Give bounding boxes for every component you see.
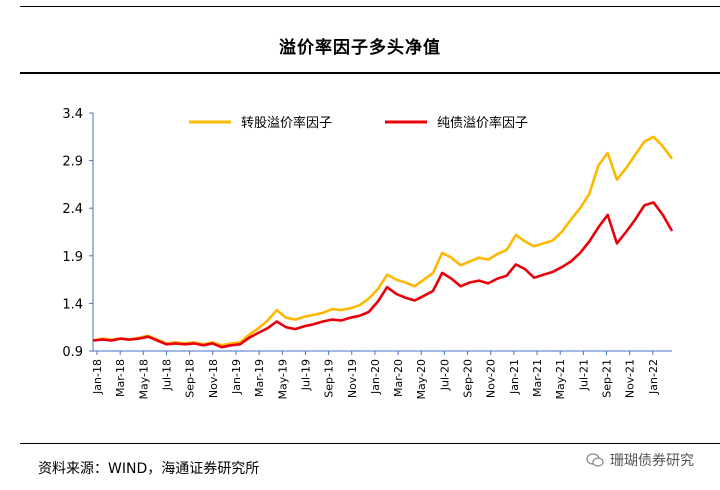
y-tick-label: 0.9 — [62, 345, 83, 360]
legend-label-2: 纯债溢价率因子 — [437, 115, 528, 131]
x-tick-label: May-20 — [415, 359, 428, 400]
x-tick-label: Nov-18 — [207, 359, 220, 398]
chart-legend: 转股溢价率因子 纯债溢价率因子 — [189, 115, 528, 131]
y-tick-label: 1.9 — [62, 250, 83, 265]
x-tick-label: Jan-19 — [230, 359, 243, 395]
top-rule — [20, 6, 720, 7]
bottom-rule — [20, 443, 720, 444]
x-tick-label: Mar-18 — [114, 359, 127, 397]
x-axis-ticks: Jan-18 Mar-18 May-18 Jul-18 Sep-18 Nov-18 Jan-… — [91, 351, 660, 400]
series-line-2 — [92, 201, 674, 349]
x-tick-label: Nov-19 — [346, 359, 359, 398]
title-rule — [20, 72, 720, 74]
x-tick-label: Nov-20 — [485, 359, 498, 398]
x-tick-label: Jan-18 — [91, 359, 104, 395]
x-tick-label: Sep-19 — [323, 359, 336, 398]
watermark: 珊瑚债券研究 — [586, 450, 694, 470]
x-tick-label: Nov-21 — [624, 359, 637, 398]
x-tick-label: Jan-20 — [369, 359, 382, 395]
watermark-text: 珊瑚债券研究 — [610, 453, 694, 469]
page-title: 溢价率因子多头净值 — [279, 38, 441, 58]
x-tick-label: Jul-19 — [299, 359, 312, 391]
x-tick-label: Mar-20 — [392, 359, 405, 397]
y-tick-label: 2.4 — [62, 202, 83, 217]
legend-label-1: 转股溢价率因子 — [241, 115, 332, 131]
series-line-1 — [92, 135, 674, 347]
x-tick-label: May-18 — [137, 359, 150, 400]
x-tick-label: May-19 — [276, 359, 289, 400]
y-tick-label: 3.4 — [62, 107, 83, 122]
chart-series — [92, 135, 674, 349]
x-tick-label: Jan-21 — [508, 359, 521, 395]
y-tick-label: 1.4 — [62, 297, 83, 312]
x-tick-label: Sep-21 — [601, 359, 614, 398]
x-tick-label: May-21 — [554, 359, 567, 400]
wechat-icon — [586, 453, 604, 467]
chart-axes — [92, 113, 672, 352]
x-tick-label: Sep-18 — [184, 359, 197, 398]
x-tick-label: Mar-19 — [253, 359, 266, 397]
x-tick-label: Jul-20 — [438, 359, 451, 391]
x-tick-label: Jul-21 — [577, 359, 590, 391]
x-tick-label: Jan-22 — [647, 359, 660, 395]
y-tick-label: 2.9 — [62, 155, 83, 170]
source-note: 资料来源：WIND，海通证券研究所 — [38, 461, 260, 477]
y-axis-ticks: 0.9 1.4 1.9 2.4 2.9 3.4 — [62, 107, 93, 360]
x-tick-label: Jul-18 — [160, 359, 173, 391]
x-tick-label: Sep-20 — [462, 359, 475, 398]
x-tick-label: Mar-21 — [531, 359, 544, 397]
